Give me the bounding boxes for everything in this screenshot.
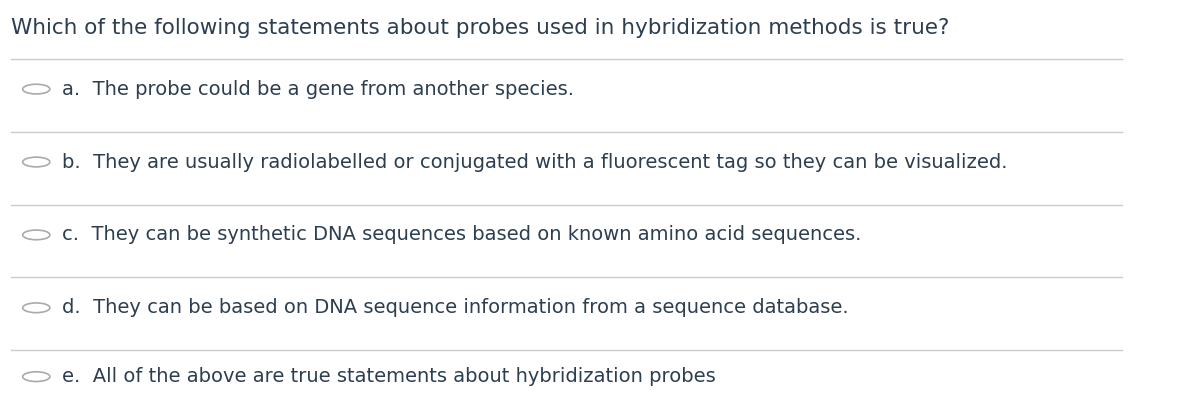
Text: a.  The probe could be a gene from another species.: a. The probe could be a gene from anothe… — [62, 80, 575, 98]
Text: b.  They are usually radiolabelled or conjugated with a fluorescent tag so they : b. They are usually radiolabelled or con… — [62, 153, 1008, 171]
Text: d.  They can be based on DNA sequence information from a sequence database.: d. They can be based on DNA sequence inf… — [62, 298, 848, 317]
Text: c.  They can be synthetic DNA sequences based on known amino acid sequences.: c. They can be synthetic DNA sequences b… — [62, 226, 862, 244]
Text: Which of the following statements about probes used in hybridization methods is : Which of the following statements about … — [11, 18, 949, 38]
Text: e.  All of the above are true statements about hybridization probes: e. All of the above are true statements … — [62, 367, 716, 386]
